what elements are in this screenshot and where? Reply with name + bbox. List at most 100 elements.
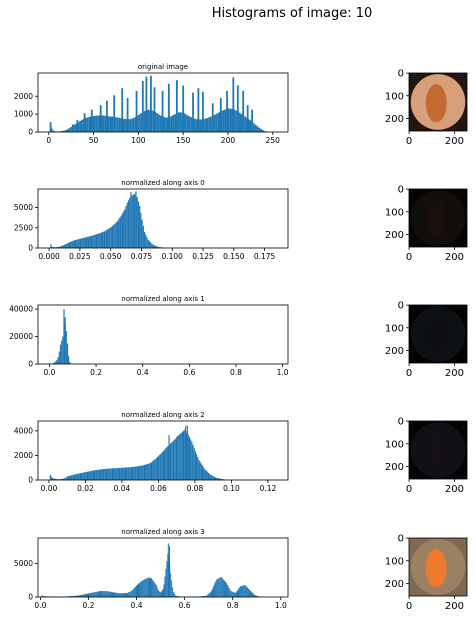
histogram-bar [132, 589, 134, 597]
histogram-bar [135, 191, 137, 248]
y-tick-label: 4000 [14, 426, 33, 435]
histogram-bar [107, 468, 109, 480]
x-tick-label: 0 [406, 484, 412, 495]
histogram-bar [109, 116, 112, 132]
panel-title: normalized along axis 1 [121, 295, 204, 303]
histogram-bar [254, 124, 257, 132]
histogram-bar [150, 242, 152, 248]
x-tick-label: 0.4 [137, 368, 149, 377]
histogram-bar [101, 469, 103, 480]
x-tick-label: 0.02 [77, 484, 94, 493]
panel-title: original image [138, 63, 188, 71]
histogram-bar [150, 578, 152, 597]
histogram-bar [145, 464, 147, 480]
histogram-bar [219, 478, 221, 480]
y-tick-label: 200 [385, 579, 404, 590]
histogram-bar [187, 434, 189, 480]
histogram-bar [167, 83, 170, 132]
histogram-bar [56, 359, 58, 364]
histogram-bar [121, 467, 123, 480]
histogram-bar [171, 580, 173, 597]
y-tick-label: 0 [398, 301, 404, 312]
histogram-bar [97, 591, 99, 597]
x-tick-label: 0 [46, 136, 51, 145]
histogram-bar [142, 225, 144, 248]
histogram-bar [69, 475, 71, 480]
histogram-bar [196, 454, 198, 480]
histogram-bar [54, 478, 57, 480]
histogram-bar [76, 595, 78, 597]
histogram-bar [205, 595, 207, 597]
histogram-bar [193, 118, 196, 132]
histogram-bar [177, 112, 180, 132]
histogram-bar [82, 238, 84, 248]
histogram-bar [111, 592, 113, 597]
x-tick-label: 0 [406, 601, 412, 612]
histogram-bar [125, 119, 128, 132]
histogram-bar [172, 441, 174, 480]
histogram-bar [72, 240, 74, 248]
y-tick-label: 200 [385, 114, 404, 125]
histogram-bar [211, 589, 213, 597]
image-lesion [425, 432, 447, 471]
histogram-bar [246, 586, 248, 597]
x-tick-label: 0.000 [38, 252, 60, 261]
histogram-bar [124, 209, 126, 248]
histogram-bar [82, 594, 84, 597]
histogram-bar [137, 201, 139, 248]
histogram-bar [110, 226, 112, 248]
histogram-bar [205, 470, 207, 480]
histogram-bar [217, 578, 219, 597]
histogram-bar [60, 246, 62, 248]
histogram-bar [140, 113, 142, 132]
histogram-bar [139, 582, 141, 597]
histogram-bar [67, 242, 69, 248]
histogram-bar [72, 124, 74, 132]
histogram-bar [115, 117, 117, 132]
histogram-bar [236, 590, 238, 597]
histogram-bar [188, 437, 191, 480]
histogram-bar [211, 475, 213, 480]
histogram-bar [198, 459, 200, 480]
histogram-bars [41, 543, 265, 597]
histogram-bar [72, 596, 74, 597]
x-tick-label: 0.0 [34, 601, 46, 610]
axes-frame [37, 420, 289, 481]
histogram-bar [117, 592, 119, 597]
histogram-bar [201, 91, 204, 132]
y-tick-label: 100 [385, 207, 404, 218]
histogram-bar [143, 464, 146, 480]
histogram-bar [42, 595, 44, 597]
histogram-bar [82, 118, 85, 132]
histogram-bar [92, 470, 95, 480]
histogram-bar [81, 238, 83, 248]
histogram-bar [64, 317, 66, 364]
histogram-bar [62, 245, 64, 248]
histogram-bar [260, 128, 263, 132]
histogram-bar [221, 577, 223, 597]
histogram-bar [239, 586, 241, 597]
histogram-bar [113, 224, 115, 248]
histogram-bar [157, 246, 159, 248]
histogram-bar [113, 468, 115, 480]
histogram-bar [232, 591, 234, 597]
axes-frame [37, 304, 289, 365]
histogram-bar [118, 593, 120, 597]
histogram-bar [108, 591, 110, 597]
histogram-bar [78, 595, 80, 597]
histogram-bar [224, 109, 227, 132]
image-panel [409, 421, 467, 479]
histogram-bar [160, 453, 162, 480]
histogram-bar [56, 247, 58, 248]
histogram-bar [146, 237, 148, 248]
histogram-bar [234, 592, 236, 597]
histogram-bar [199, 119, 202, 132]
histogram-bar [104, 231, 106, 248]
histogram-bar [175, 595, 177, 597]
histogram-bar [131, 590, 133, 597]
histogram-bar [172, 115, 175, 132]
histogram-bar [60, 478, 62, 480]
histogram-bar [143, 579, 145, 597]
